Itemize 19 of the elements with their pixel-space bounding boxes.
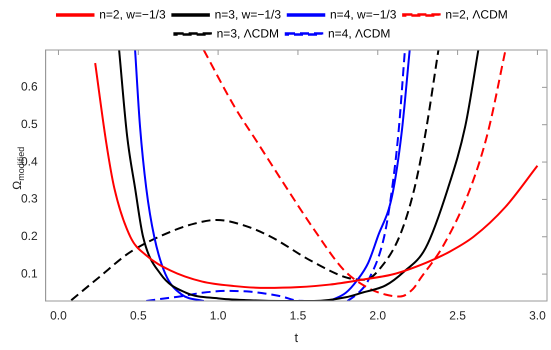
legend-label: n=2, w=−1/3 xyxy=(99,7,166,22)
y-tick-label: 0.3 xyxy=(20,192,38,206)
x-tick-label: 0.5 xyxy=(130,308,147,323)
x-tick-label: 2.0 xyxy=(369,308,386,323)
legend-label: n=4, w=−1/3 xyxy=(330,7,397,22)
y-tick-label: 0.6 xyxy=(20,80,38,94)
legend-label: n=3, ΛCDM xyxy=(216,26,280,40)
y-tick-label: 0.1 xyxy=(20,266,38,280)
x-tick-label: 1.0 xyxy=(210,308,227,323)
x-tick-label: 2.5 xyxy=(449,308,466,323)
legend-label: n=3, w=−1/3 xyxy=(214,7,282,22)
x-axis-title: t xyxy=(294,330,299,345)
legend-label: n=4, ΛCDM xyxy=(328,26,390,40)
legend-label: n=2, ΛCDM xyxy=(445,7,508,22)
x-tick-label: 3.0 xyxy=(529,308,546,323)
y-tick-label: 0.2 xyxy=(20,229,38,244)
y-tick-label: 0.5 xyxy=(20,117,38,132)
x-tick-label: 1.5 xyxy=(290,308,307,323)
x-tick-label: 0.0 xyxy=(50,308,68,323)
